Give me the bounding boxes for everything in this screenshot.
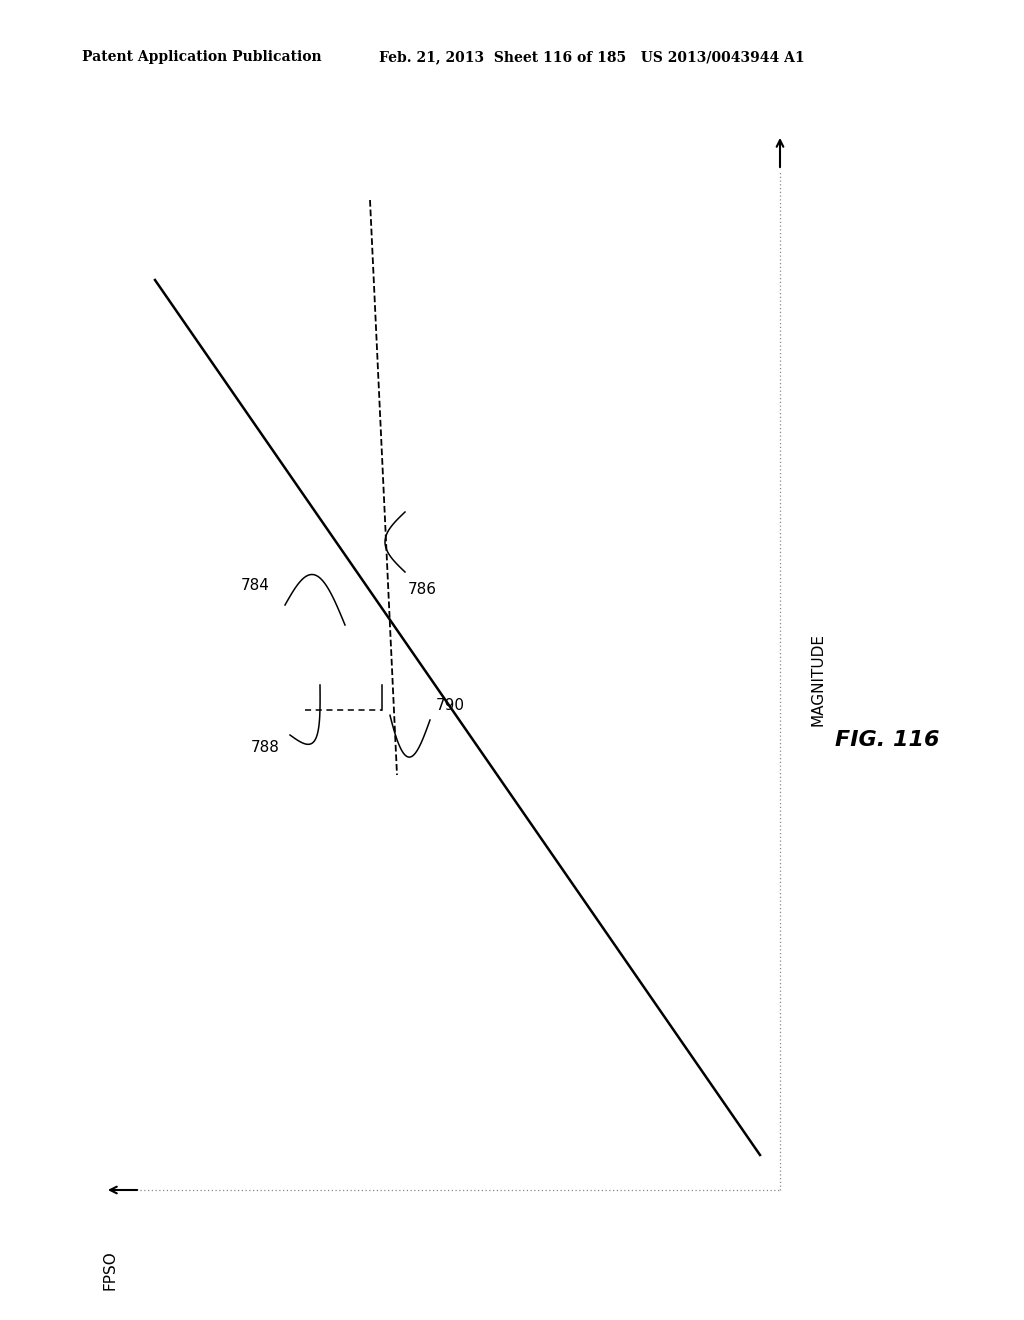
Text: 790: 790 (436, 697, 465, 713)
Text: FPSO: FPSO (102, 1250, 118, 1290)
Text: 784: 784 (241, 578, 269, 593)
Text: MAGNITUDE: MAGNITUDE (810, 634, 825, 726)
Text: 788: 788 (251, 741, 280, 755)
Text: 786: 786 (408, 582, 437, 598)
Text: Patent Application Publication: Patent Application Publication (82, 50, 322, 65)
Text: FIG. 116: FIG. 116 (835, 730, 939, 750)
Text: Feb. 21, 2013  Sheet 116 of 185   US 2013/0043944 A1: Feb. 21, 2013 Sheet 116 of 185 US 2013/0… (379, 50, 805, 65)
